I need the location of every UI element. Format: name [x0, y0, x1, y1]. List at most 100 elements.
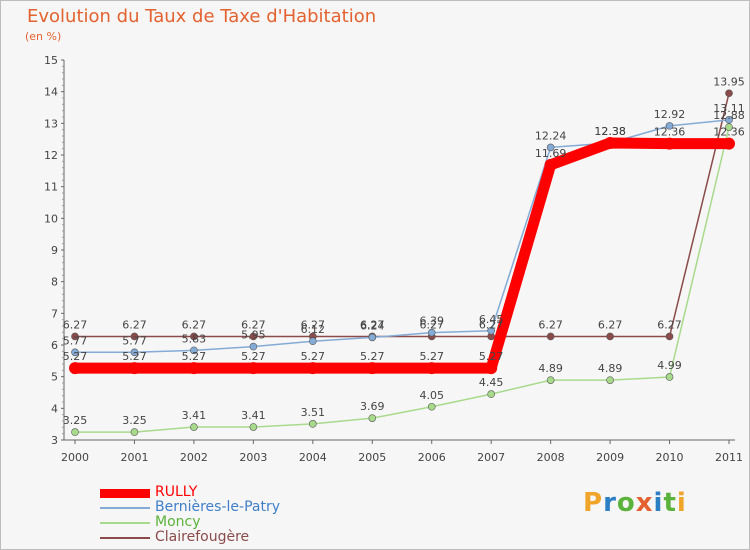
y-tick-label: 14 — [44, 86, 58, 99]
data-point — [190, 346, 198, 355]
data-point — [249, 332, 258, 341]
data-point — [725, 116, 733, 124]
logo-letter: i — [653, 488, 664, 518]
data-point — [606, 376, 614, 384]
data-label: 6.27 — [598, 318, 623, 331]
data-point — [546, 376, 555, 384]
series-line-0 — [69, 137, 735, 374]
logo-letter: i — [676, 488, 687, 518]
data-point — [544, 158, 557, 171]
data-point — [190, 332, 198, 341]
y-tick-label: 13 — [44, 117, 58, 130]
data-label: 3.69 — [360, 400, 385, 413]
data-point — [309, 337, 317, 346]
data-label: 5.27 — [182, 350, 207, 363]
data-point — [128, 362, 141, 375]
data-label: 6.27 — [122, 318, 147, 331]
y-tick-label: 6 — [51, 339, 58, 352]
data-label: 4.05 — [419, 389, 444, 402]
data-point — [368, 414, 377, 422]
legend-swatch-clairefougere — [100, 537, 150, 539]
data-label: 6.27 — [479, 318, 504, 331]
data-point — [69, 362, 81, 375]
data-point — [546, 332, 555, 341]
data-point — [249, 423, 258, 431]
y-tick-label: 12 — [44, 149, 58, 162]
data-label: 6.39 — [419, 315, 444, 328]
data-label: 4.89 — [538, 362, 563, 375]
data-label: 6.27 — [182, 318, 207, 331]
legend-label-moncy: Moncy — [155, 514, 201, 530]
x-tick-label: 2000 — [61, 451, 89, 464]
logo-letter: P — [583, 488, 604, 518]
data-label: 4.45 — [479, 376, 504, 389]
data-label: 5.27 — [301, 350, 326, 363]
data-label: 6.27 — [63, 318, 88, 331]
x-tick-label: 2008 — [537, 451, 565, 464]
data-label: 6.27 — [241, 318, 266, 331]
data-point — [187, 362, 200, 375]
data-point — [427, 402, 436, 411]
data-label: 6.24 — [360, 319, 385, 332]
data-point — [665, 122, 674, 130]
data-point — [71, 348, 79, 357]
data-label: 12.36 — [654, 126, 686, 139]
data-label: 6.27 — [419, 318, 444, 331]
data-point — [546, 143, 555, 152]
y-tick-label: 5 — [51, 371, 58, 384]
y-tick-label: 7 — [51, 307, 58, 320]
data-label: 13.11 — [713, 102, 745, 115]
data-label: 13.95 — [713, 75, 745, 88]
y-tick-label: 10 — [44, 212, 58, 225]
data-label: 5.27 — [360, 350, 385, 363]
data-point — [130, 348, 139, 357]
x-tick-label: 2003 — [239, 451, 267, 464]
data-label: 3.41 — [182, 409, 207, 422]
data-point — [71, 428, 79, 436]
data-label: 11.69 — [535, 147, 567, 160]
x-tick-label: 2009 — [596, 451, 624, 464]
x-tick-label: 2006 — [418, 451, 446, 464]
data-label: 5.77 — [122, 334, 147, 347]
x-tick-label: 2004 — [299, 451, 327, 464]
data-label: 6.27 — [360, 318, 385, 331]
data-point — [71, 332, 79, 341]
legend-item-bernieres: Bernières-le-Patry — [100, 499, 420, 515]
data-point — [723, 137, 735, 150]
data-label: 12.88 — [713, 109, 745, 122]
data-label: 5.27 — [241, 350, 266, 363]
y-tick-label: 11 — [44, 181, 58, 194]
data-point — [485, 362, 498, 375]
chart-title: Evolution du Taux de Taxe d'Habitation — [27, 6, 377, 27]
series-line-2 — [74, 126, 730, 433]
data-label: 12.36 — [713, 126, 745, 139]
data-point — [725, 89, 733, 98]
data-label: 5.27 — [63, 350, 88, 363]
legend-swatch-rully — [100, 489, 150, 498]
data-label: 5.27 — [479, 350, 504, 363]
data-point — [130, 332, 139, 341]
data-label: 12.92 — [654, 108, 686, 121]
y-tick-label: 9 — [51, 244, 58, 257]
data-point — [427, 328, 436, 337]
data-point — [604, 136, 617, 149]
logo-letter: t — [663, 488, 677, 518]
y-tick-label: 4 — [51, 402, 58, 415]
legend-swatch-moncy — [100, 522, 150, 524]
series-line-3 — [74, 92, 730, 338]
data-point — [425, 362, 438, 375]
legend-label-clairefougere: Clairefougère — [155, 529, 250, 545]
data-label: 5.77 — [63, 334, 88, 347]
data-label: 4.89 — [598, 362, 623, 375]
data-point — [309, 420, 317, 428]
data-label: 6.27 — [657, 318, 682, 331]
data-point — [306, 362, 319, 375]
proxiti-logo: Proxiti — [583, 488, 687, 518]
y-tick-label: 15 — [44, 54, 58, 67]
data-label: 3.25 — [122, 414, 147, 427]
series-line-1 — [74, 119, 730, 354]
x-tick-label: 2011 — [715, 451, 743, 464]
x-tick-label: 2002 — [180, 451, 208, 464]
data-label: 3.41 — [241, 409, 266, 422]
